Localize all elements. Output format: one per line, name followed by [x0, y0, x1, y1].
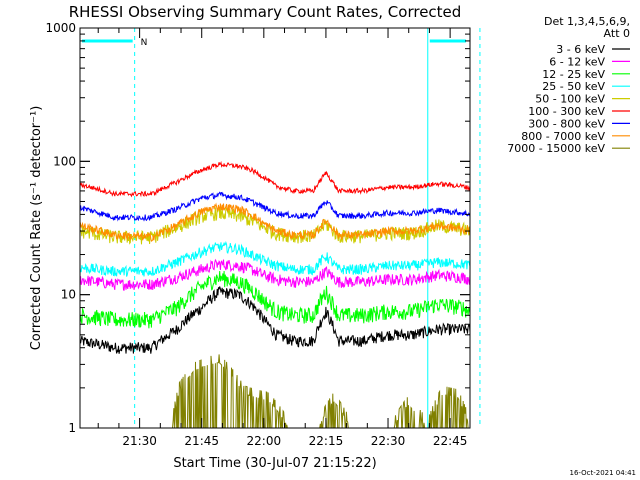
legend-label-7: 800 - 7000 keV: [521, 130, 605, 143]
chart-title: RHESSI Observing Summary Count Rates, Co…: [69, 3, 462, 21]
series-line-7: [79, 202, 471, 242]
legend-label-2: 12 - 25 keV: [542, 68, 605, 81]
plot-area: N: [79, 28, 481, 429]
y-tick-label-1: 10: [61, 288, 76, 302]
y-tick-label-3: 1000: [45, 21, 76, 35]
x-axis-label: Start Time (30-Jul-07 21:15:22): [173, 456, 376, 471]
legend-header-detectors: Det 1,3,4,5,6,9,: [544, 15, 630, 28]
y-tick-label-0: 1: [68, 421, 76, 435]
generation-timestamp: 16-Oct-2021 04:41: [570, 469, 636, 477]
series-line-3: [79, 240, 471, 277]
legend-header-attenuator: Att 0: [604, 27, 630, 40]
y-axis-label: Corrected Count Rate (s⁻¹ detector⁻¹): [29, 106, 44, 351]
axes: 1 10 100 1000 21:30 21:45 22:00 22:15 22:30 22:45: [45, 21, 470, 448]
y-tick-label-2: 100: [53, 154, 76, 168]
series-line-1: [79, 258, 471, 291]
series-line-2: [79, 270, 471, 329]
legend-label-8: 7000 - 15000 keV: [507, 142, 605, 155]
x-tick-label-3: 22:15: [309, 434, 344, 448]
legend-label-4: 50 - 100 keV: [535, 93, 605, 106]
legend-label-6: 300 - 800 keV: [528, 117, 605, 130]
x-tick-label-0: 21:30: [122, 434, 157, 448]
x-tick-label-4: 22:30: [371, 434, 406, 448]
series-line-5: [79, 160, 471, 198]
x-tick-label-5: 22:45: [433, 434, 468, 448]
legend-label-0: 3 - 6 keV: [556, 43, 605, 56]
legend-label-3: 25 - 50 keV: [542, 80, 605, 93]
x-tick-label-1: 21:45: [184, 434, 219, 448]
legend-label-5: 100 - 300 keV: [528, 105, 605, 118]
night-label: N: [141, 38, 148, 48]
legend-label-1: 6 - 12 keV: [549, 55, 605, 68]
x-tick-label-2: 22:00: [247, 434, 282, 448]
series-line-6: [79, 191, 471, 222]
plot-frame: [79, 27, 471, 429]
series-line-0: [79, 286, 471, 354]
